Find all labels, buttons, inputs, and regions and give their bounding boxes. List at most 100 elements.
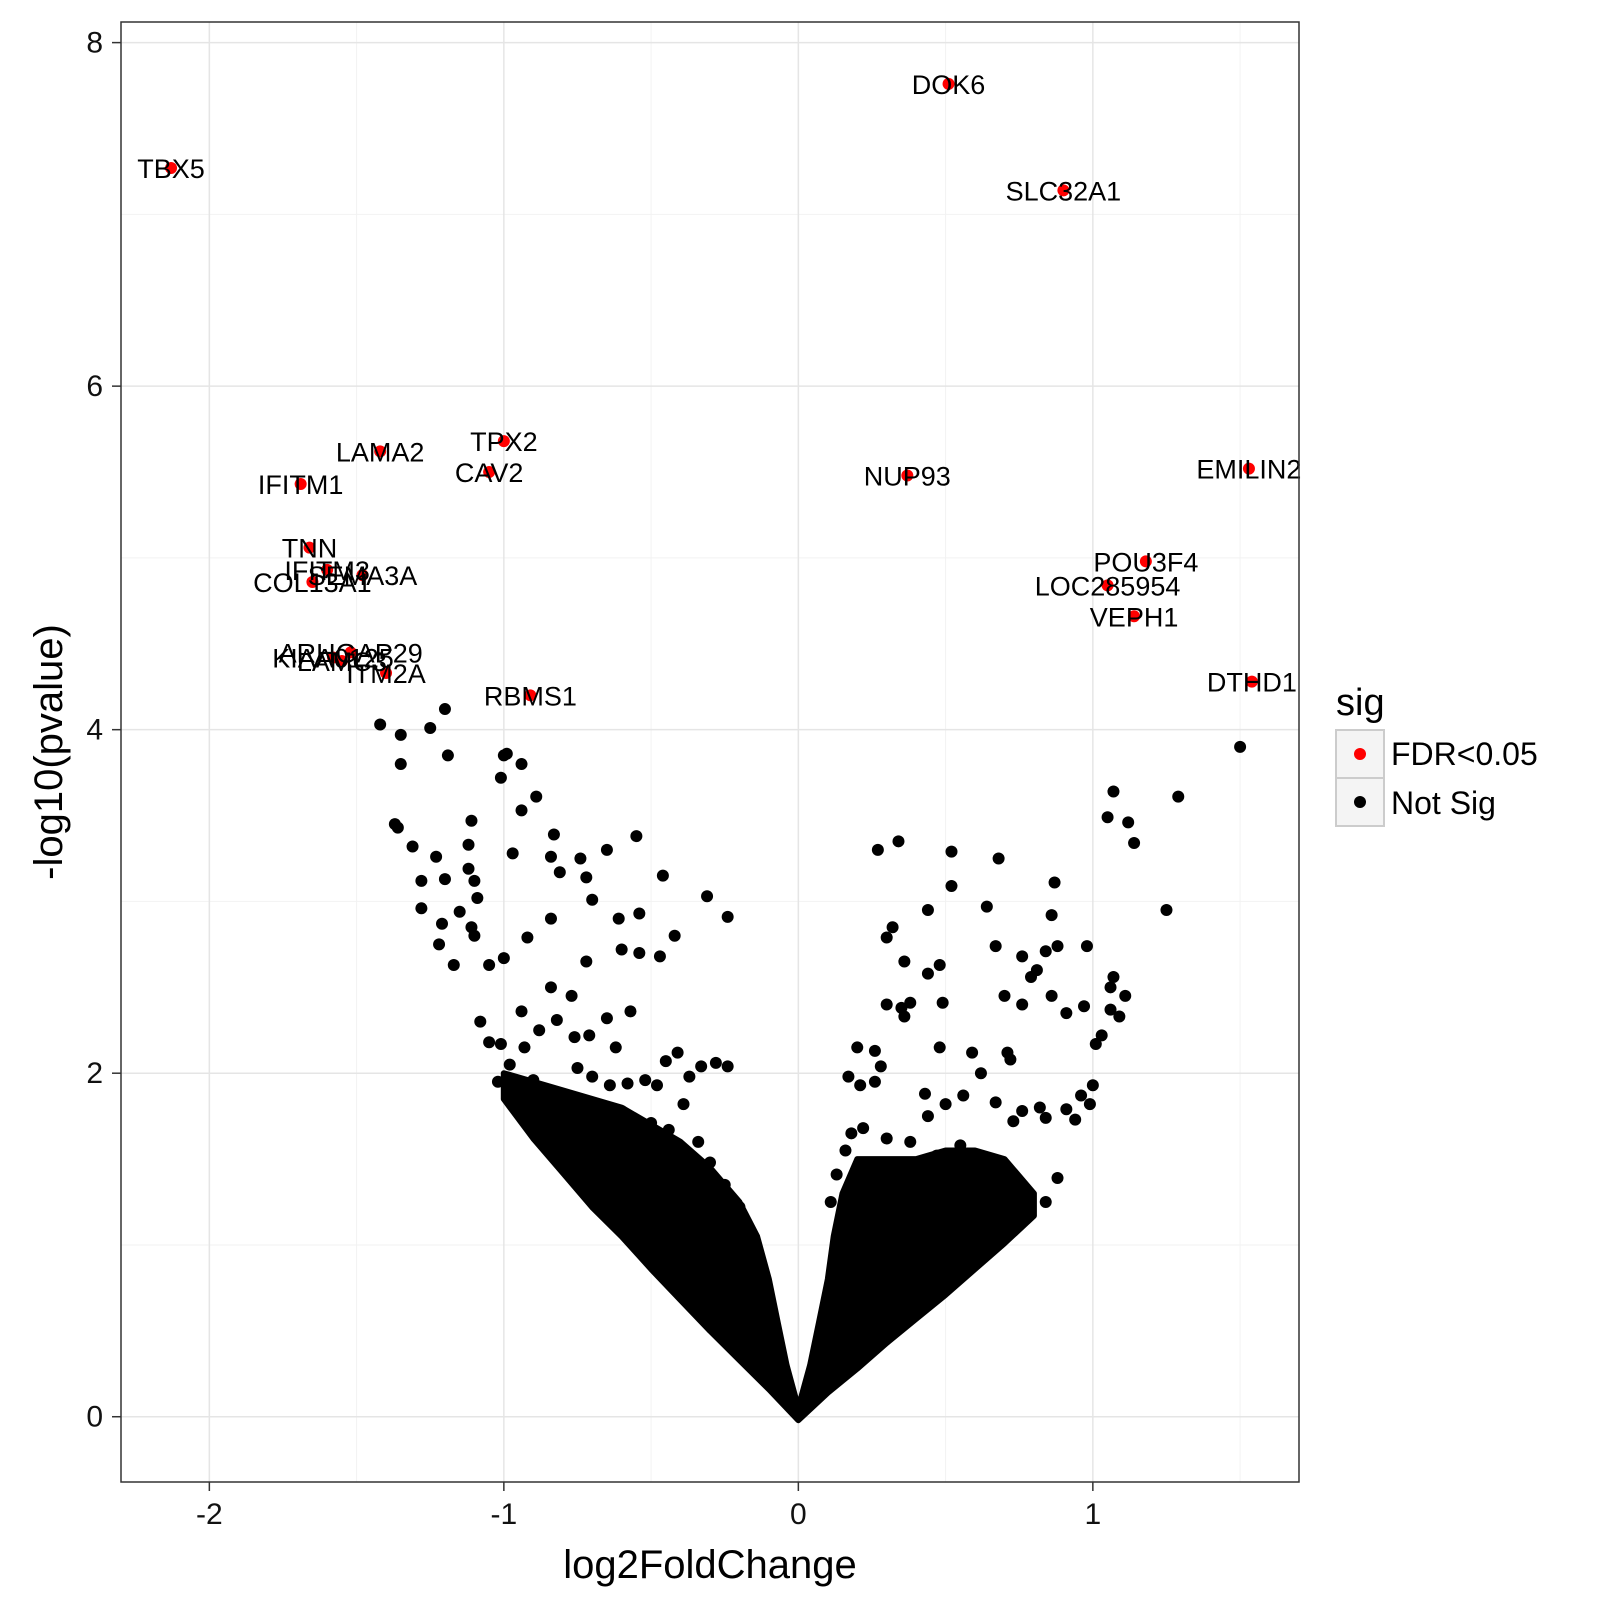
point-not-sig-178 (1039, 1196, 1052, 1209)
point-sig-9 (303, 541, 316, 554)
point-not-sig-64 (989, 940, 1002, 953)
point-not-sig-28 (630, 830, 643, 843)
legend-swatch-not-sig (1354, 796, 1366, 808)
point-not-sig-55 (945, 845, 958, 858)
point-not-sig-43 (580, 955, 593, 968)
point-not-sig-129 (677, 1098, 690, 1111)
point-not-sig-139 (624, 1005, 637, 1018)
point-sig-14 (1101, 579, 1114, 592)
point-not-sig-37 (612, 912, 625, 925)
point-not-sig-81 (1107, 971, 1120, 984)
point-not-sig-165 (768, 1321, 781, 1334)
point-not-sig-92 (1078, 1000, 1091, 1013)
point-not-sig-98 (851, 1041, 864, 1054)
plot-border (120, 21, 1300, 1483)
point-not-sig-52 (497, 952, 510, 965)
point-not-sig-40 (615, 943, 628, 956)
gene-label-11: SEMA3A (308, 561, 418, 591)
point-sig-16 (344, 646, 357, 659)
point-not-sig-73 (1025, 971, 1038, 984)
point-not-sig-83 (1119, 989, 1132, 1002)
point-not-sig-164 (762, 1293, 775, 1306)
point-not-sig-109 (918, 1087, 931, 1100)
point-not-sig-115 (1007, 1115, 1020, 1128)
point-not-sig-61 (1045, 909, 1058, 922)
point-not-sig-125 (695, 1060, 708, 1073)
point-sig-15 (1128, 610, 1141, 623)
point-not-sig-146 (518, 1041, 531, 1054)
point-not-sig-79 (1234, 740, 1247, 753)
point-not-sig-13 (391, 821, 404, 834)
gene-label-13: POU3F4 (1093, 547, 1198, 577)
point-not-sig-31 (721, 910, 734, 923)
point-not-sig-137 (583, 1029, 596, 1042)
x-tick-label-2: 0 (790, 1498, 807, 1531)
point-not-sig-97 (898, 1010, 911, 1023)
point-not-sig-140 (600, 1012, 613, 1025)
point-not-sig-111 (939, 1098, 952, 1111)
point-not-sig-100 (933, 1041, 946, 1054)
point-not-sig-151 (491, 1075, 504, 1088)
point-not-sig-47 (453, 905, 466, 918)
point-sig-7 (901, 469, 914, 482)
point-sig-2 (1057, 184, 1070, 197)
point-not-sig-77 (1128, 837, 1141, 850)
point-not-sig-162 (745, 1228, 758, 1241)
point-not-sig-39 (668, 929, 681, 942)
point-not-sig-179 (1051, 1171, 1064, 1184)
point-sig-19 (380, 666, 393, 679)
point-not-sig-59 (980, 900, 993, 913)
point-not-sig-171 (880, 1132, 893, 1145)
point-not-sig-122 (1086, 1079, 1099, 1092)
point-not-sig-57 (1048, 876, 1061, 889)
point-not-sig-7 (497, 749, 510, 762)
point-not-sig-8 (494, 771, 507, 784)
x-tick-label-0: -2 (196, 1498, 223, 1531)
point-not-sig-14 (406, 840, 419, 853)
point-sig-5 (483, 466, 496, 479)
point-not-sig-88 (998, 989, 1011, 1002)
gene-label-1: DOK6 (912, 70, 986, 100)
point-sig-8 (1242, 462, 1255, 475)
point-not-sig-65 (1051, 940, 1064, 953)
point-sig-12 (306, 575, 319, 588)
point-not-sig-4 (441, 749, 454, 762)
point-not-sig-149 (474, 1015, 487, 1028)
point-not-sig-155 (615, 1104, 628, 1117)
point-not-sig-22 (471, 892, 484, 904)
point-not-sig-117 (1039, 1111, 1052, 1124)
gene-label-5: CAV2 (455, 458, 524, 488)
gene-label-14: LOC285954 (1035, 571, 1181, 601)
point-not-sig-67 (1080, 940, 1093, 953)
point-not-sig-75 (1107, 785, 1120, 798)
gene-label-19: ITM2A (346, 659, 426, 689)
point-not-sig-107 (868, 1075, 881, 1088)
point-not-sig-123 (721, 1060, 734, 1073)
point-not-sig-163 (757, 1264, 770, 1277)
point-not-sig-176 (998, 1175, 1011, 1188)
y-axis: 0 2 4 6 8 (86, 27, 121, 1434)
point-sig-4 (497, 435, 510, 448)
point-not-sig-172 (904, 1135, 917, 1148)
gene-label-12: COL13A1 (253, 568, 372, 598)
point-not-sig-113 (989, 1096, 1002, 1109)
point-not-sig-103 (974, 1067, 987, 1080)
point-not-sig-112 (957, 1089, 970, 1102)
point-sig-10 (321, 563, 334, 576)
point-not-sig-173 (930, 1149, 943, 1162)
gene-label-18: LAMC3 (297, 647, 387, 677)
y-axis-title: -log10(pvalue) (27, 624, 71, 880)
point-sig-18 (335, 654, 348, 667)
point-not-sig-161 (733, 1201, 746, 1214)
point-not-sig-89 (1016, 998, 1029, 1011)
gene-label-6: IFITM1 (258, 470, 344, 500)
point-not-sig-23 (506, 847, 519, 860)
y-tick-label-1: 2 (86, 1057, 103, 1090)
point-not-sig-119 (1075, 1089, 1088, 1102)
point-not-sig-56 (992, 852, 1005, 865)
point-not-sig-157 (662, 1123, 675, 1136)
point-not-sig-143 (550, 1013, 563, 1026)
point-not-sig-130 (650, 1079, 663, 1092)
point-not-sig-169 (845, 1127, 858, 1140)
